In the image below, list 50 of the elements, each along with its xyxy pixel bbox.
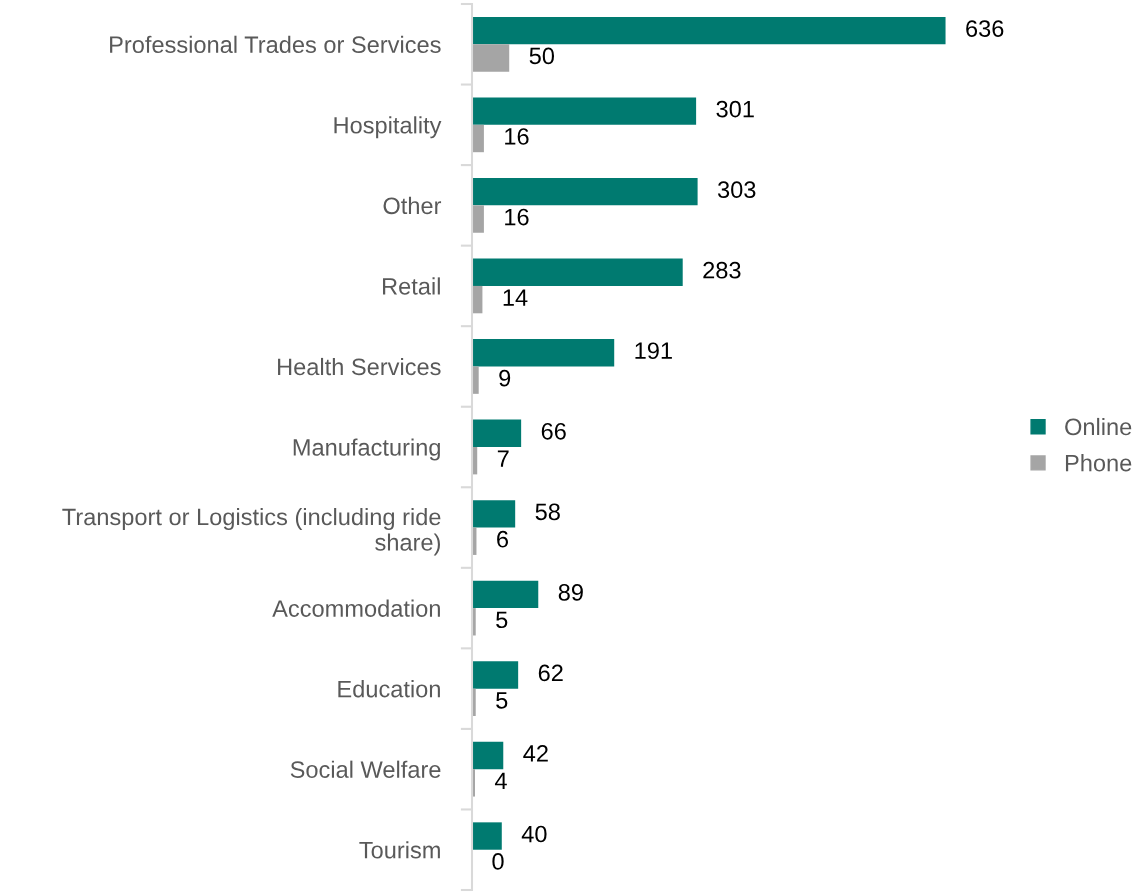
data-label: 50 <box>529 47 555 65</box>
y-tick-label: Education <box>338 680 440 698</box>
bar <box>472 339 615 367</box>
y-tick-label: Professional Trades or Services <box>110 35 441 54</box>
y-tick-label: Tourism <box>359 841 440 859</box>
data-label: 58 <box>535 503 560 521</box>
data-label: 0 <box>492 853 504 870</box>
bar <box>472 44 510 72</box>
bar <box>472 741 504 770</box>
data-label: 6 <box>497 530 509 548</box>
data-label: 16 <box>505 208 529 226</box>
data-label: 89 <box>558 584 583 601</box>
y-tick-label: Accommodation <box>272 599 440 617</box>
bar <box>472 419 522 447</box>
data-label: 7 <box>497 450 509 467</box>
bar <box>472 258 683 286</box>
bar <box>472 16 946 45</box>
data-label: 9 <box>499 369 511 387</box>
bar <box>472 177 698 206</box>
bar <box>472 822 502 850</box>
y-tick-label: Social Welfare <box>290 760 441 778</box>
data-label: 14 <box>503 289 528 306</box>
bar <box>472 500 516 528</box>
legend-label: Phone <box>1065 454 1132 472</box>
y-tick-label: Other <box>383 196 442 215</box>
bar <box>472 205 484 233</box>
bar <box>472 124 484 153</box>
data-label: 301 <box>716 100 754 118</box>
bar <box>472 97 697 125</box>
data-label: 5 <box>496 692 508 709</box>
y-tick-label: Manufacturing <box>293 438 440 461</box>
data-label: 40 <box>521 825 547 843</box>
legend-label: Online <box>1065 417 1132 436</box>
data-label: 5 <box>496 611 508 629</box>
y-tick-label: Health Services <box>278 357 441 376</box>
y-tick-label: Transport or Logistics (including ride share) <box>62 507 441 556</box>
data-label: 42 <box>523 745 548 762</box>
data-label: 4 <box>494 772 507 789</box>
data-label: 283 <box>703 261 741 279</box>
y-tick-label: Retail <box>383 277 440 295</box>
data-label: 16 <box>505 128 529 145</box>
data-label: 303 <box>717 181 756 199</box>
data-label: 636 <box>966 20 1004 37</box>
bar <box>472 580 539 609</box>
bar <box>472 661 519 689</box>
bar <box>472 366 479 394</box>
data-label: 191 <box>635 342 672 360</box>
y-tick-label: Hospitality <box>334 116 442 139</box>
data-label: 66 <box>541 422 566 440</box>
data-label: 62 <box>538 664 563 682</box>
